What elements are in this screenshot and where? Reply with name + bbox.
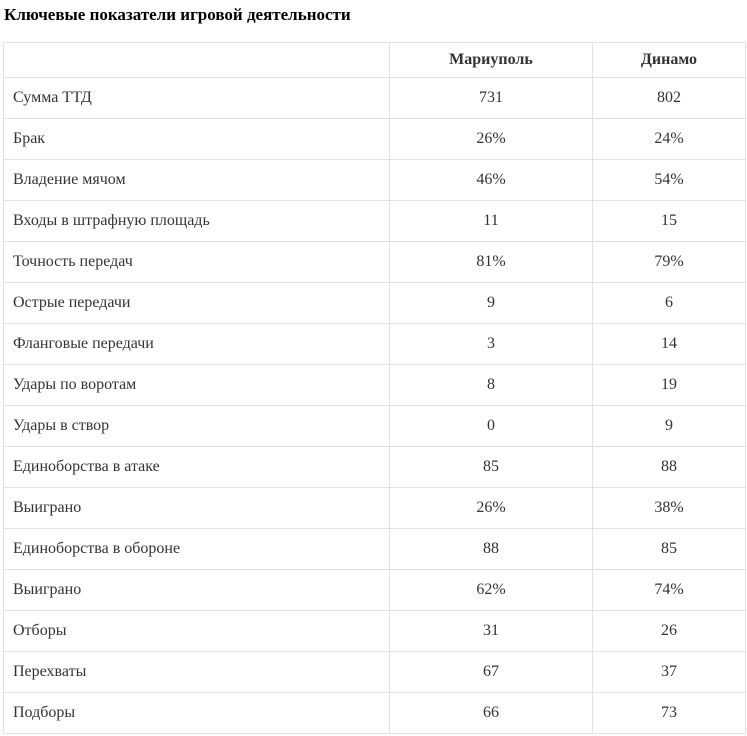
metric-value-mariupol: 26%: [389, 487, 593, 529]
table-row: Перехваты 67 37: [3, 651, 746, 693]
page-title: Ключевые показатели игровой деятельности: [4, 5, 351, 24]
metric-value-mariupol: 81%: [389, 241, 593, 283]
table-row: Сумма ТТД 731 802: [3, 77, 746, 119]
metric-value-mariupol: 88: [389, 528, 593, 570]
table-row: Выиграно 62% 74%: [3, 569, 746, 611]
metric-value-dynamo: 24%: [592, 118, 746, 160]
table-row: Удары в створ 0 9: [3, 405, 746, 447]
table-row: Подборы 66 73: [3, 692, 746, 734]
metric-value-mariupol: 31: [389, 610, 593, 652]
metric-label: Точность передач: [3, 241, 390, 283]
metric-value-dynamo: 14: [592, 323, 746, 365]
metric-label: Перехваты: [3, 651, 390, 693]
metric-value-dynamo: 802: [592, 77, 746, 119]
stats-table: Мариуполь Динамо Сумма ТТД 731 802 Брак 26% 2…: [3, 42, 746, 734]
header-cell-mariupol: Мариуполь: [389, 42, 593, 78]
metric-label: Входы в штрафную площадь: [3, 200, 390, 242]
metric-label: Сумма ТТД: [3, 77, 390, 119]
metric-value-mariupol: 8: [389, 364, 593, 406]
metric-value-mariupol: 9: [389, 282, 593, 324]
metric-value-mariupol: 67: [389, 651, 593, 693]
metric-value-dynamo: 54%: [592, 159, 746, 201]
metric-value-mariupol: 62%: [389, 569, 593, 611]
metric-label: Удары по воротам: [3, 364, 390, 406]
table-row: Единоборства в обороне 88 85: [3, 528, 746, 570]
metric-value-dynamo: 26: [592, 610, 746, 652]
metric-label: Брак: [3, 118, 390, 160]
table-row: Острые передачи 9 6: [3, 282, 746, 324]
table-row: Брак 26% 24%: [3, 118, 746, 160]
metric-label: Единоборства в атаке: [3, 446, 390, 488]
metric-value-dynamo: 19: [592, 364, 746, 406]
metric-value-mariupol: 46%: [389, 159, 593, 201]
table-row: Входы в штрафную площадь 11 15: [3, 200, 746, 242]
table-row: Единоборства в атаке 85 88: [3, 446, 746, 488]
metric-value-mariupol: 11: [389, 200, 593, 242]
metric-value-dynamo: 9: [592, 405, 746, 447]
metric-label: Выиграно: [3, 569, 390, 611]
metric-label: Владение мячом: [3, 159, 390, 201]
metric-value-dynamo: 79%: [592, 241, 746, 283]
table-row: Владение мячом 46% 54%: [3, 159, 746, 201]
metric-value-mariupol: 85: [389, 446, 593, 488]
table-body: Сумма ТТД 731 802 Брак 26% 24% Владение мячом 4…: [3, 77, 746, 734]
metric-value-mariupol: 731: [389, 77, 593, 119]
table-row: Фланговые передачи 3 14: [3, 323, 746, 365]
metric-label: Отборы: [3, 610, 390, 652]
metric-value-mariupol: 66: [389, 692, 593, 734]
metric-value-dynamo: 88: [592, 446, 746, 488]
metric-value-dynamo: 37: [592, 651, 746, 693]
metric-value-mariupol: 3: [389, 323, 593, 365]
header-cell-empty: [3, 42, 390, 78]
metric-label: Острые передачи: [3, 282, 390, 324]
metric-value-dynamo: 15: [592, 200, 746, 242]
metric-value-dynamo: 38%: [592, 487, 746, 529]
metric-label: Выиграно: [3, 487, 390, 529]
metric-value-dynamo: 74%: [592, 569, 746, 611]
metric-label: Удары в створ: [3, 405, 390, 447]
metric-label: Фланговые передачи: [3, 323, 390, 365]
metric-label: Подборы: [3, 692, 390, 734]
table-row: Точность передач 81% 79%: [3, 241, 746, 283]
header-cell-dynamo: Динамо: [592, 42, 746, 78]
table-row: Выиграно 26% 38%: [3, 487, 746, 529]
metric-value-mariupol: 0: [389, 405, 593, 447]
table-row: Отборы 31 26: [3, 610, 746, 652]
metric-label: Единоборства в обороне: [3, 528, 390, 570]
table-row: Удары по воротам 8 19: [3, 364, 746, 406]
metric-value-dynamo: 6: [592, 282, 746, 324]
metric-value-mariupol: 26%: [389, 118, 593, 160]
table-header-row: Мариуполь Динамо: [3, 42, 746, 78]
metric-value-dynamo: 73: [592, 692, 746, 734]
metric-value-dynamo: 85: [592, 528, 746, 570]
